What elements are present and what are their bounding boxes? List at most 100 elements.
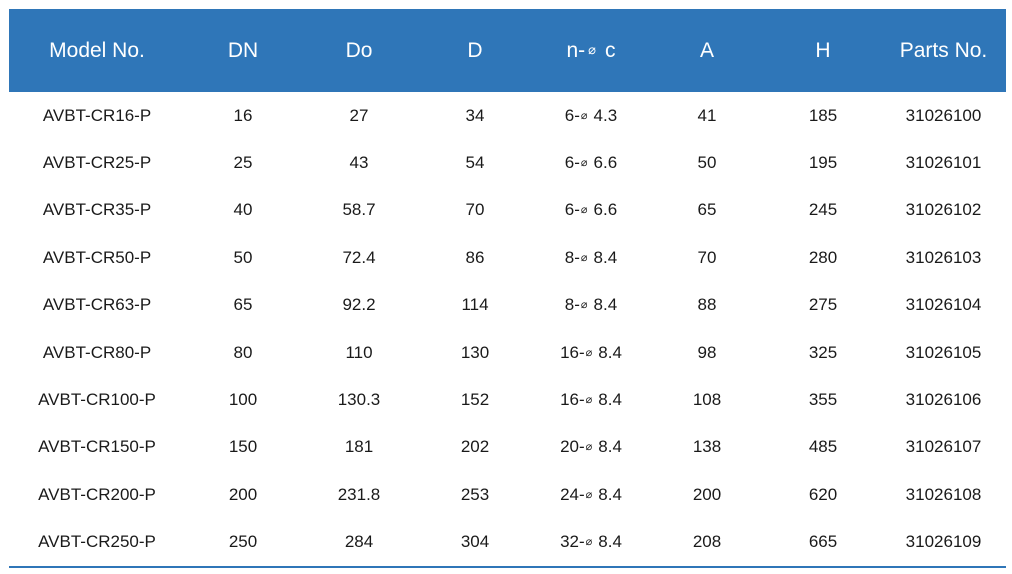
header-n-prefix: n- <box>566 38 586 62</box>
diameter-icon: ⌀ <box>588 41 596 57</box>
table-row: AVBT-CR100-P 100 130.3 152 16-⌀ 8.4 108 355 3102… <box>9 376 1006 423</box>
cell-h: 245 <box>808 200 838 220</box>
cell-c-size: 8.4 <box>598 342 622 362</box>
cell-h: 355 <box>808 390 838 410</box>
cell-model-no: AVBT-CR63-P <box>42 295 152 315</box>
cell-dn: 80 <box>233 342 253 362</box>
cell-model-no: AVBT-CR200-P <box>38 484 156 504</box>
header-do: Do <box>345 38 373 62</box>
cell-parts-no: 31026105 <box>905 342 982 362</box>
cell-n-count: 6- <box>564 105 580 125</box>
diameter-icon: ⌀ <box>585 346 593 359</box>
cell-n-c: 32-⌀ 8.4 <box>533 532 649 552</box>
diameter-icon: ⌀ <box>580 204 588 217</box>
diameter-icon: ⌀ <box>580 251 588 264</box>
cell-d: 34 <box>465 105 485 125</box>
cell-parts-no: 31026101 <box>905 153 982 173</box>
cell-model-no: AVBT-CR35-P <box>42 200 152 220</box>
cell-d: 114 <box>461 295 489 315</box>
cell-h: 485 <box>808 437 838 457</box>
cell-a: 200 <box>692 484 722 504</box>
cell-do: 27 <box>349 105 369 125</box>
cell-dn: 100 <box>228 390 258 410</box>
cell-parts-no: 31026100 <box>905 105 982 125</box>
header-c-suffix: c <box>605 38 616 62</box>
cell-d: 86 <box>465 247 485 267</box>
cell-n-c: 20-⌀ 8.4 <box>533 437 649 457</box>
cell-c-size: 8.4 <box>598 484 622 504</box>
cell-parts-no: 31026107 <box>905 437 982 457</box>
header-dn: DN <box>227 38 259 62</box>
cell-d: 152 <box>460 390 490 410</box>
table-row: AVBT-CR200-P 200 231.8 253 24-⌀ 8.4 200 620 3102… <box>9 471 1006 518</box>
cell-h: 665 <box>808 532 838 552</box>
cell-n-c: 6-⌀ 6.6 <box>533 153 649 173</box>
cell-n-c: 16-⌀ 8.4 <box>533 343 649 363</box>
cell-a: 108 <box>692 390 722 410</box>
cell-d: 202 <box>460 437 490 457</box>
cell-n-count: 32- <box>560 532 585 552</box>
cell-dn: 25 <box>233 153 253 173</box>
cell-c-size: 4.3 <box>593 105 618 125</box>
cell-n-c: 8-⌀ 8.4 <box>533 295 649 315</box>
cell-n-count: 6- <box>564 200 580 220</box>
cell-h: 195 <box>808 153 838 173</box>
cell-dn: 200 <box>228 484 258 504</box>
table-row: AVBT-CR50-P 50 72.4 86 8-⌀ 8.4 70 280 31026103 <box>9 234 1006 281</box>
cell-parts-no: 31026104 <box>905 295 982 315</box>
cell-parts-no: 31026102 <box>905 200 982 220</box>
cell-parts-no: 31026106 <box>905 390 982 410</box>
header-h: H <box>815 38 831 62</box>
cell-n-count: 6- <box>564 153 580 173</box>
cell-parts-no: 31026109 <box>905 532 982 552</box>
cell-n-c: 8-⌀ 8.4 <box>533 248 649 268</box>
cell-c-size: 8.4 <box>598 532 622 552</box>
cell-h: 620 <box>808 484 838 504</box>
cell-h: 280 <box>808 247 838 267</box>
cell-c-size: 6.6 <box>593 200 618 220</box>
cell-a: 65 <box>697 200 717 220</box>
cell-dn: 40 <box>233 200 253 220</box>
cell-n-count: 8- <box>564 247 580 267</box>
cell-n-count: 24- <box>560 484 585 504</box>
cell-d: 70 <box>465 200 485 220</box>
cell-a: 50 <box>697 153 717 173</box>
cell-model-no: AVBT-CR50-P <box>42 247 152 267</box>
cell-a: 70 <box>697 247 717 267</box>
cell-dn: 16 <box>233 105 253 125</box>
cell-c-size: 8.4 <box>593 295 618 315</box>
cell-parts-no: 31026103 <box>905 247 982 267</box>
cell-do: 231.8 <box>337 484 381 504</box>
cell-do: 110 <box>345 342 373 362</box>
cell-a: 88 <box>697 295 717 315</box>
cell-do: 72.4 <box>342 247 376 267</box>
cell-parts-no: 31026108 <box>905 484 982 504</box>
cell-d: 54 <box>465 153 485 173</box>
cell-c-size: 6.6 <box>593 153 618 173</box>
cell-d: 304 <box>460 532 490 552</box>
diameter-icon: ⌀ <box>585 488 593 501</box>
table-row: AVBT-CR35-P 40 58.7 70 6-⌀ 6.6 65 245 31026102 <box>9 187 1006 234</box>
table-row: AVBT-CR80-P 80 110 130 16-⌀ 8.4 98 325 31026105 <box>9 329 1006 376</box>
table-row: AVBT-CR63-P 65 92.2 114 8-⌀ 8.4 88 275 31026104 <box>9 282 1006 329</box>
cell-do: 181 <box>344 437 374 457</box>
cell-n-count: 16- <box>560 390 585 410</box>
diameter-icon: ⌀ <box>580 157 588 170</box>
table-body: AVBT-CR16-P 16 27 34 6-⌀ 4.3 41 185 31026100 AVBT… <box>9 92 1006 568</box>
table-row: AVBT-CR250-P 250 284 304 32-⌀ 8.4 208 665 310261… <box>9 519 1006 566</box>
cell-h: 185 <box>808 105 838 125</box>
cell-dn: 150 <box>228 437 258 457</box>
cell-d: 253 <box>460 484 490 504</box>
cell-a: 41 <box>697 105 717 125</box>
header-model-no: Model No. <box>49 38 145 62</box>
diameter-icon: ⌀ <box>580 109 588 122</box>
cell-d: 130 <box>460 342 490 362</box>
cell-model-no: AVBT-CR80-P <box>42 342 152 362</box>
cell-model-no: AVBT-CR100-P <box>38 390 156 410</box>
table-header: Model No. DN Do D n- ⌀ c A H Parts No. <box>9 9 1006 92</box>
cell-c-size: 8.4 <box>598 390 622 410</box>
diameter-icon: ⌀ <box>585 441 593 454</box>
cell-n-count: 16- <box>560 342 585 362</box>
cell-model-no: AVBT-CR150-P <box>38 437 156 457</box>
cell-do: 284 <box>344 532 374 552</box>
